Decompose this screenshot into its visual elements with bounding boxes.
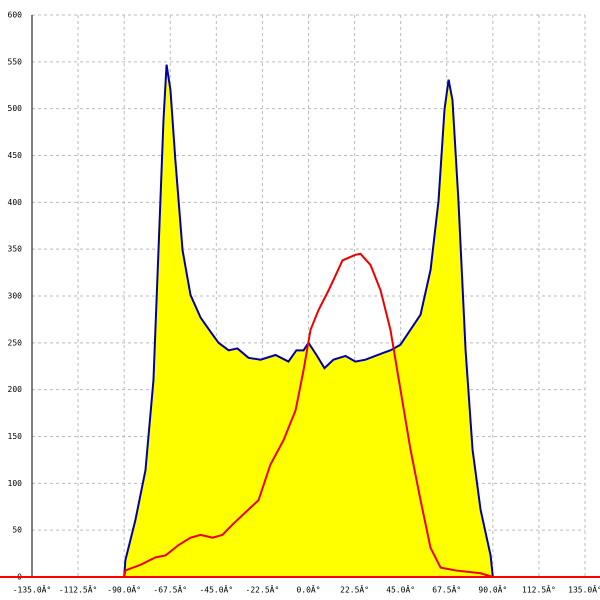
y-tick-label: 350 <box>8 245 23 254</box>
y-tick-label: 250 <box>8 338 23 347</box>
area <box>124 64 493 578</box>
y-tick-label: 400 <box>8 198 23 207</box>
x-tick-label: 90.0Â° <box>478 584 507 595</box>
y-tick-label: 500 <box>8 104 23 113</box>
x-tick-label: 67.5Â° <box>432 584 461 595</box>
x-tick-label: -67.5Â° <box>153 584 187 595</box>
x-tick-label: -22.5Â° <box>246 584 280 595</box>
y-tick-label: 100 <box>8 479 23 488</box>
y-tick-label: 550 <box>8 57 23 66</box>
y-tick-label: 600 <box>8 11 23 20</box>
x-tick-label: 112.5Â° <box>522 584 556 595</box>
line <box>123 252 494 578</box>
x-tick-label: 0.0Â° <box>296 584 320 595</box>
x-tick-label: -112.5Â° <box>59 584 98 595</box>
line <box>123 64 494 578</box>
x-tick-label: 45.0Â° <box>386 584 415 595</box>
y-tick-label: 200 <box>8 385 23 394</box>
y-tick-label: 450 <box>8 151 23 160</box>
x-tick-label: -90.0Â° <box>107 584 141 595</box>
x-tick-label: -135.0Â° <box>13 584 52 595</box>
y-tick-label: 300 <box>8 292 23 301</box>
y-tick-label: 50 <box>12 526 22 535</box>
x-tick-label: 135.0Â° <box>568 584 600 595</box>
x-tick-label: 22.5Â° <box>340 584 369 595</box>
y-tick-label: 150 <box>8 432 23 441</box>
x-tick-label: -45.0Â° <box>199 584 233 595</box>
